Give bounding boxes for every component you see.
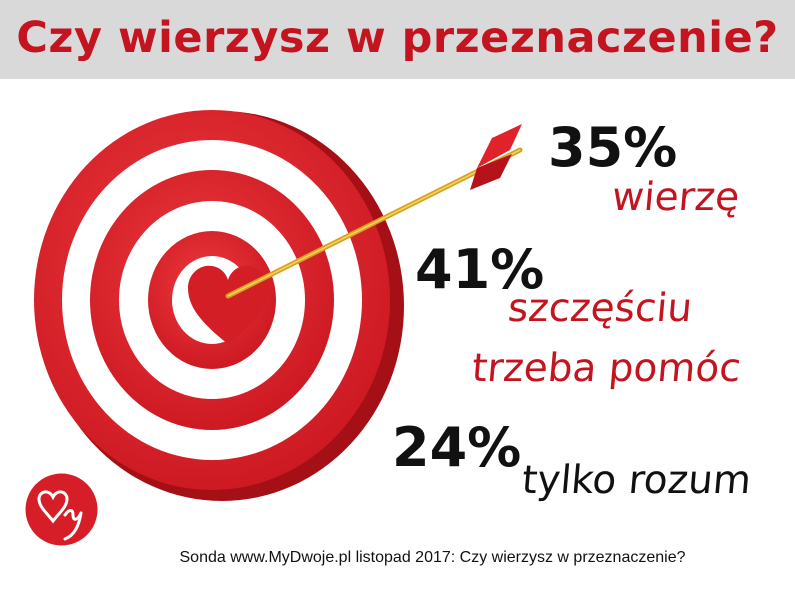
answer-label-szczesciu-line1: szczęściu [506, 286, 695, 331]
arrow-icon [225, 124, 523, 299]
percentage-szczesciu: 41% [415, 238, 545, 301]
footer-caption: Sonda www.MyDwoje.pl listopad 2017: Czy … [179, 549, 686, 566]
percentage-wierze: 35% [548, 116, 678, 179]
page-title: Czy wierzysz w przeznaczenie? [16, 13, 779, 63]
answer-label-tylko-rozum: tylko rozum [520, 458, 753, 503]
answer-label-wierze: wierzę [610, 175, 742, 220]
answer-label-szczesciu-line2: trzeba pomóc [470, 346, 743, 391]
target-illustration [34, 110, 523, 501]
percentage-tylko-rozum: 24% [392, 416, 522, 479]
title-bar [0, 0, 795, 79]
mydwoje-logo [25, 473, 98, 546]
